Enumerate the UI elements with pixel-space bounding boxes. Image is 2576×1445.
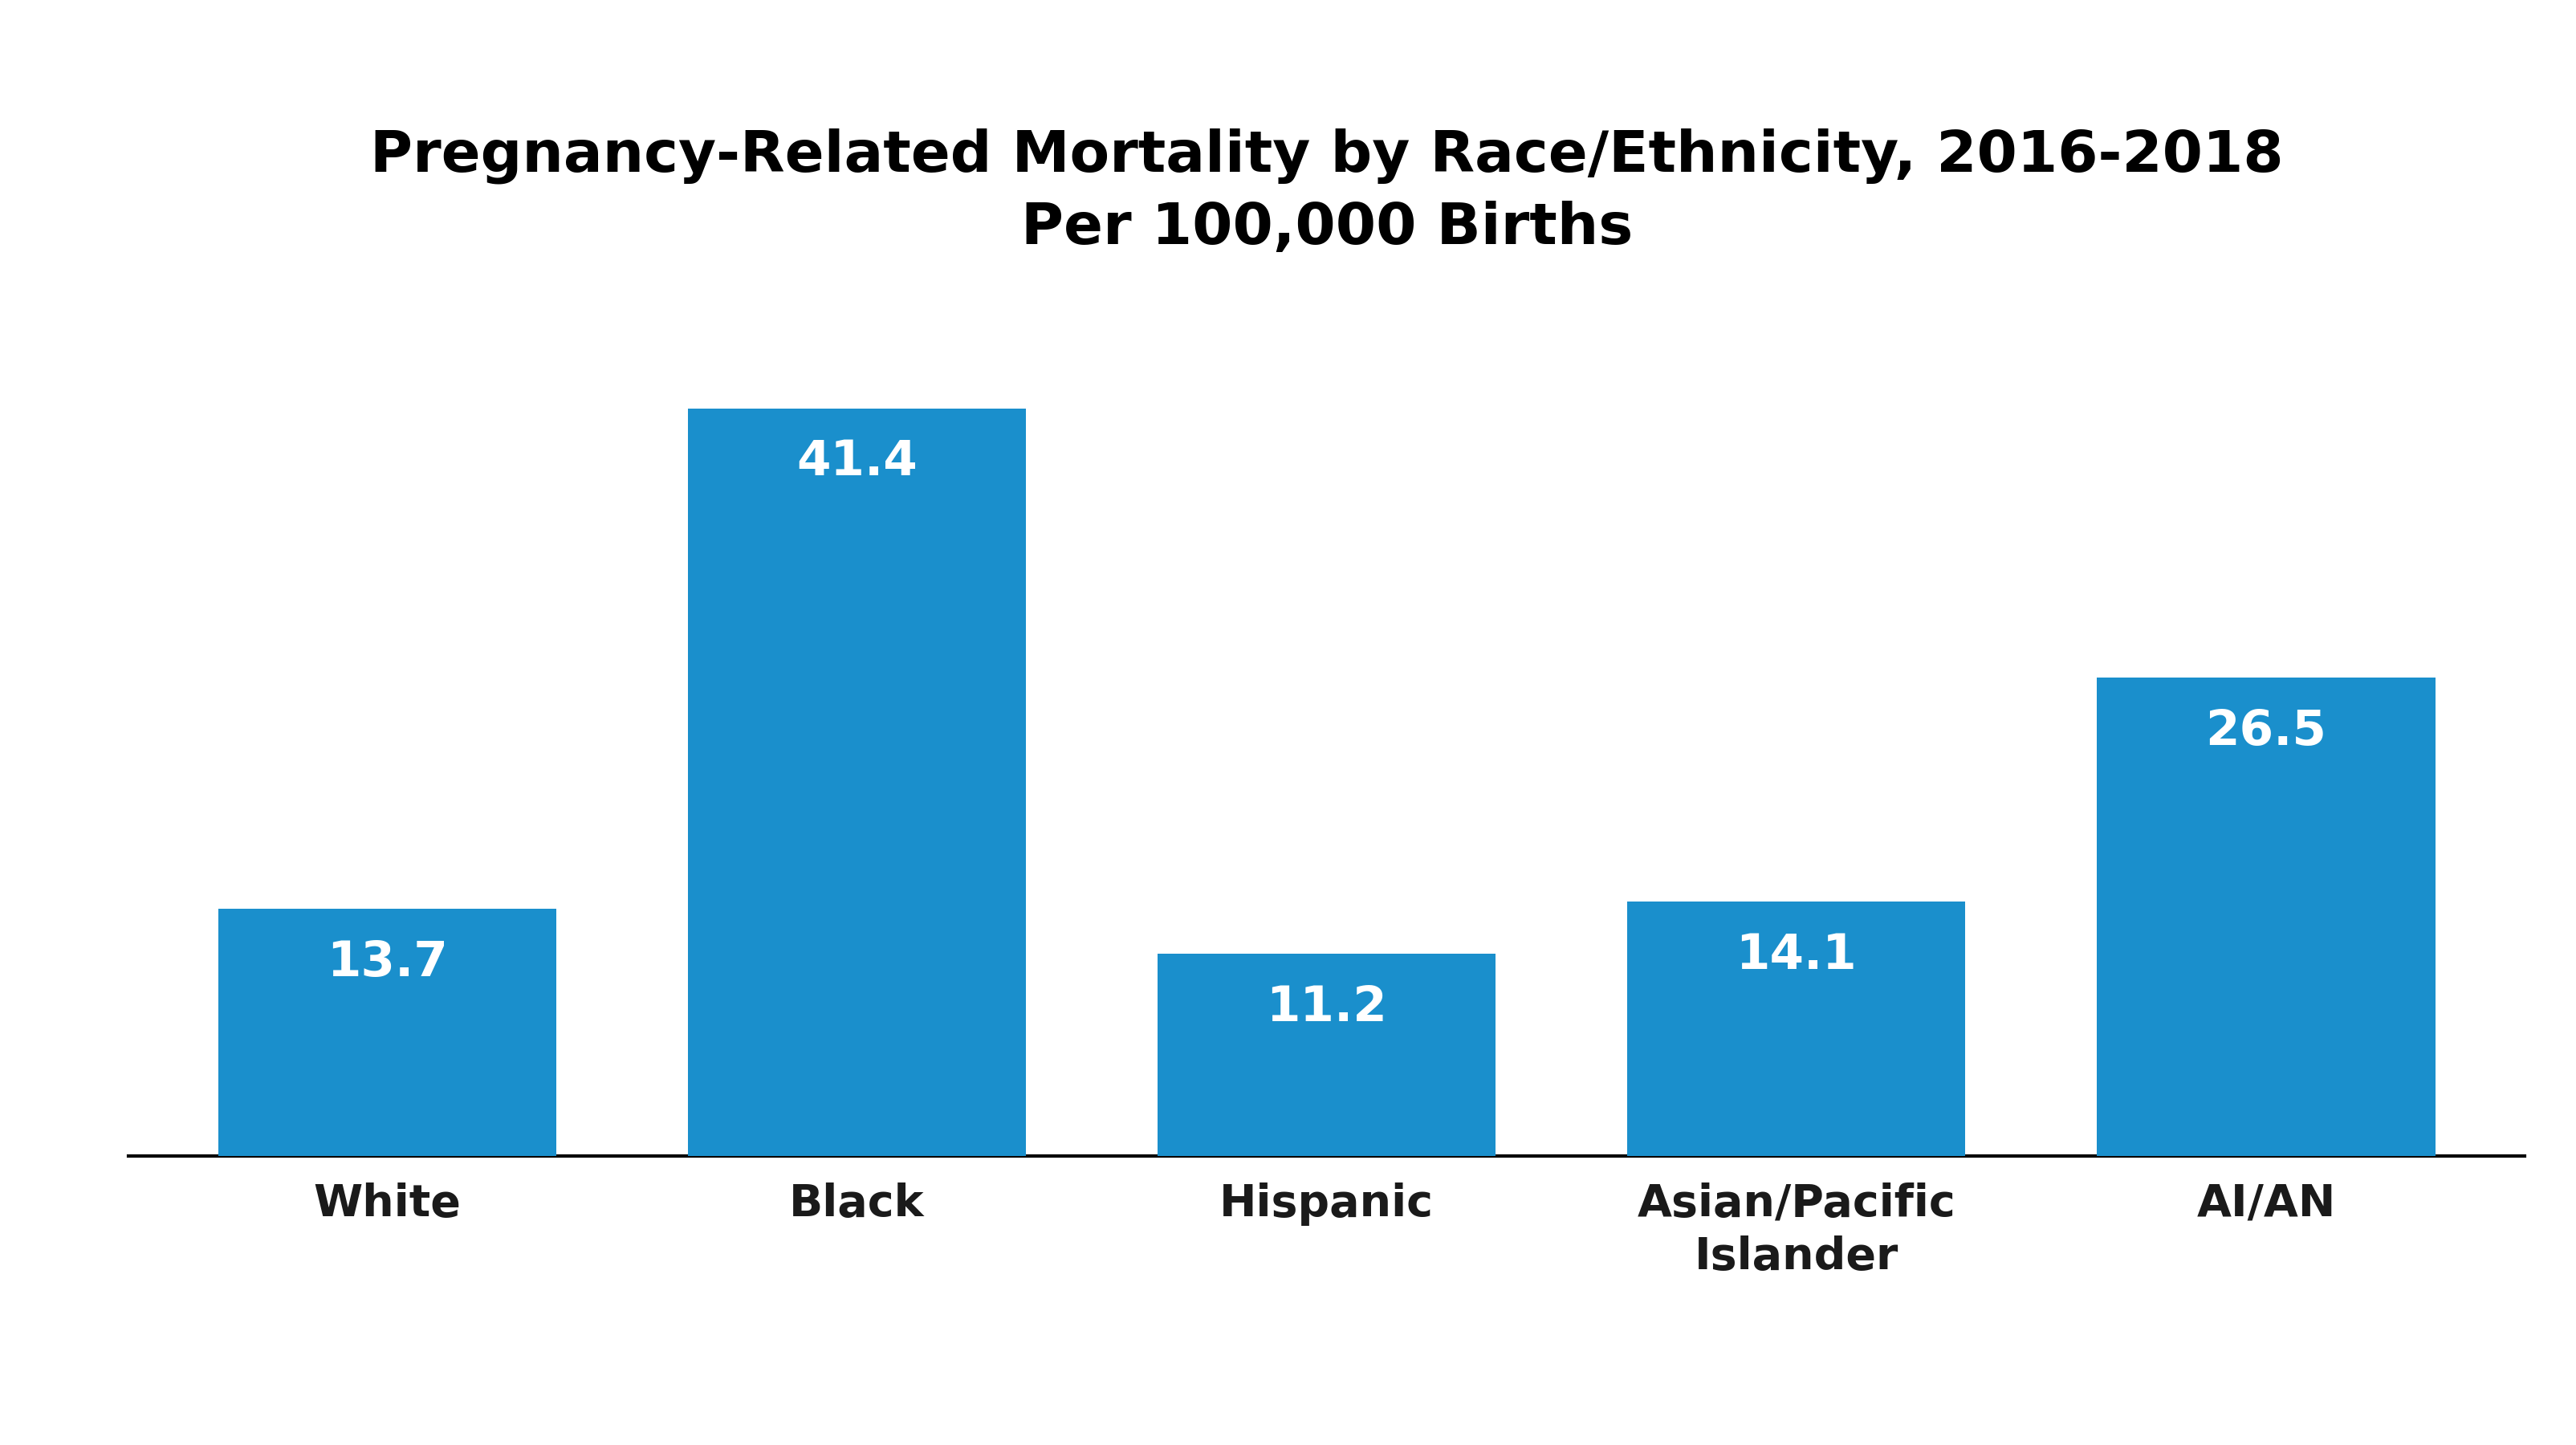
Text: 11.2: 11.2 <box>1265 984 1388 1032</box>
Bar <box>1628 902 1965 1156</box>
Bar <box>1157 954 1497 1156</box>
Text: 26.5: 26.5 <box>2205 708 2326 756</box>
Title: Pregnancy-Related Mortality by Race/Ethnicity, 2016-2018
Per 100,000 Births: Pregnancy-Related Mortality by Race/Ethn… <box>371 129 2282 256</box>
Bar <box>219 909 556 1156</box>
Text: 13.7: 13.7 <box>327 939 448 987</box>
Text: 41.4: 41.4 <box>796 439 917 486</box>
Bar <box>688 407 1025 1156</box>
Text: 14.1: 14.1 <box>1736 932 1857 980</box>
Bar <box>2097 678 2434 1156</box>
